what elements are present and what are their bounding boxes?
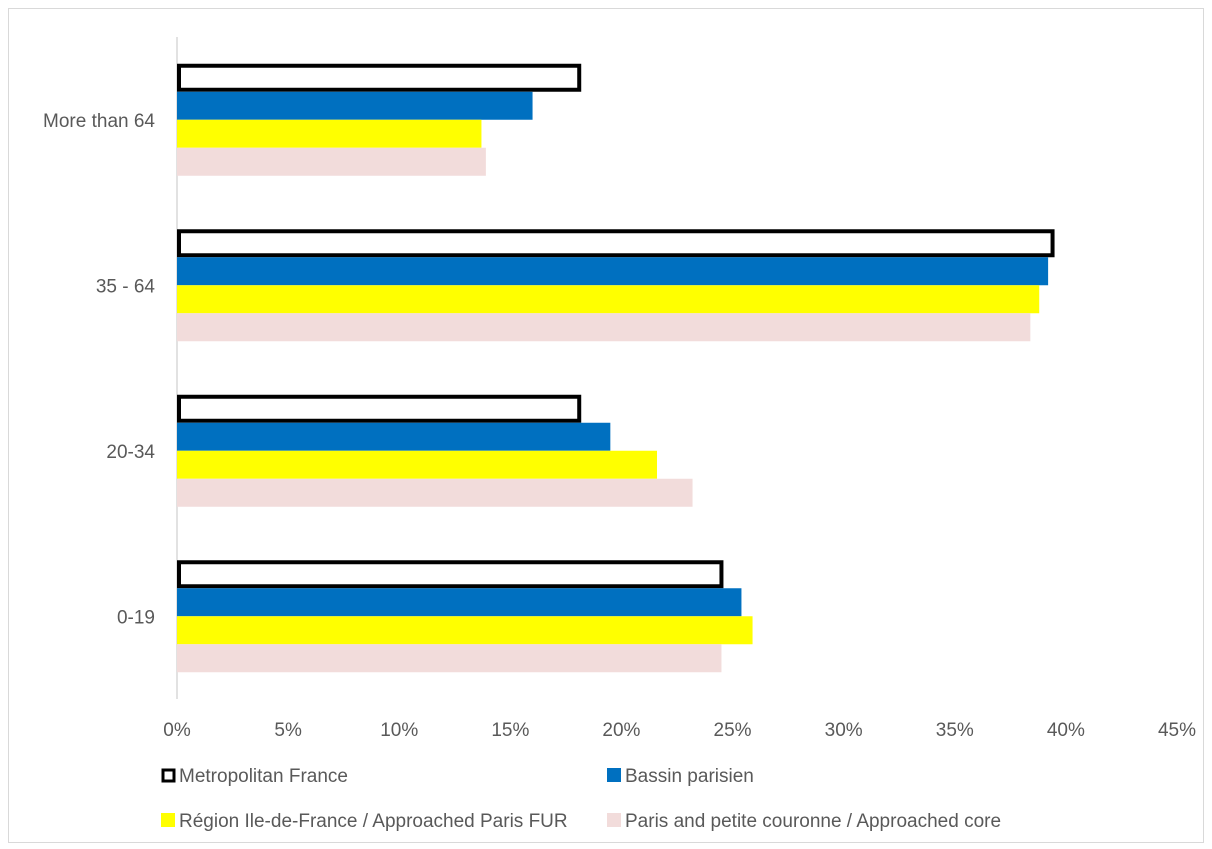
bar-paris-and-petite-couronne-approached-core-more-than-64 bbox=[177, 147, 486, 176]
legend: Metropolitan France Bassin parisien Région… bbox=[161, 766, 1001, 832]
x-tick-label: 0% bbox=[163, 720, 191, 741]
category-label: 0-19 bbox=[117, 607, 155, 628]
bar-metropolitan-france-0-19 bbox=[177, 560, 724, 589]
bars-group bbox=[177, 63, 1055, 673]
bar-r-gion-ile-de-france-approached-paris-fur-more-than-64 bbox=[177, 119, 482, 148]
category-label: More than 64 bbox=[43, 111, 155, 132]
bar-metropolitan-france-20-34 bbox=[177, 394, 582, 423]
legend-swatch bbox=[161, 768, 176, 783]
x-tick-label: 30% bbox=[825, 720, 863, 741]
legend-swatch bbox=[607, 768, 621, 782]
x-tick-label: 15% bbox=[491, 720, 529, 741]
bar-r-gion-ile-de-france-approached-paris-fur-0-19 bbox=[177, 616, 753, 645]
legend-swatch bbox=[607, 813, 621, 827]
x-tick-label: 5% bbox=[274, 720, 302, 741]
x-tick-label: 45% bbox=[1158, 720, 1196, 741]
category-labels: 0-19 20-34 35 - 64 More than 64 bbox=[43, 111, 155, 629]
bar-paris-and-petite-couronne-approached-core-35-64 bbox=[177, 313, 1031, 342]
x-tick-label: 35% bbox=[936, 720, 974, 741]
legend-label: Metropolitan France bbox=[179, 766, 348, 787]
bar-r-gion-ile-de-france-approached-paris-fur-20-34 bbox=[177, 450, 657, 479]
legend-label: Région Ile-de-France / Approached Paris … bbox=[179, 811, 568, 832]
bar-bassin-parisien-more-than-64 bbox=[177, 91, 533, 120]
bar-metropolitan-france-more-than-64 bbox=[177, 63, 582, 92]
legend-label: Paris and petite couronne / Approached c… bbox=[625, 811, 1001, 832]
bar-bassin-parisien-20-34 bbox=[177, 422, 611, 451]
x-tick-label: 20% bbox=[602, 720, 640, 741]
x-tick-label: 25% bbox=[714, 720, 752, 741]
x-tick-labels: 0% 5% 10% 15% 20% 25% 30% 35% 40% 45% bbox=[163, 720, 1196, 741]
bar-paris-and-petite-couronne-approached-core-20-34 bbox=[177, 478, 693, 507]
chart-frame: 0-19 20-34 35 - 64 More than 64 0% 5% 10% 15% 2… bbox=[8, 8, 1204, 843]
bar-bassin-parisien-0-19 bbox=[177, 588, 742, 617]
legend-label: Bassin parisien bbox=[625, 766, 754, 787]
x-tick-label: 40% bbox=[1047, 720, 1085, 741]
bar-bassin-parisien-35-64 bbox=[177, 257, 1049, 286]
bar-r-gion-ile-de-france-approached-paris-fur-35-64 bbox=[177, 285, 1040, 314]
bar-chart: 0-19 20-34 35 - 64 More than 64 0% 5% 10% 15% 2… bbox=[43, 37, 1196, 832]
legend-swatch bbox=[161, 813, 175, 827]
x-tick-label: 10% bbox=[380, 720, 418, 741]
category-label: 20-34 bbox=[106, 442, 155, 463]
bar-metropolitan-france-35-64 bbox=[177, 229, 1055, 258]
category-label: 35 - 64 bbox=[96, 276, 156, 297]
bar-paris-and-petite-couronne-approached-core-0-19 bbox=[177, 644, 722, 673]
